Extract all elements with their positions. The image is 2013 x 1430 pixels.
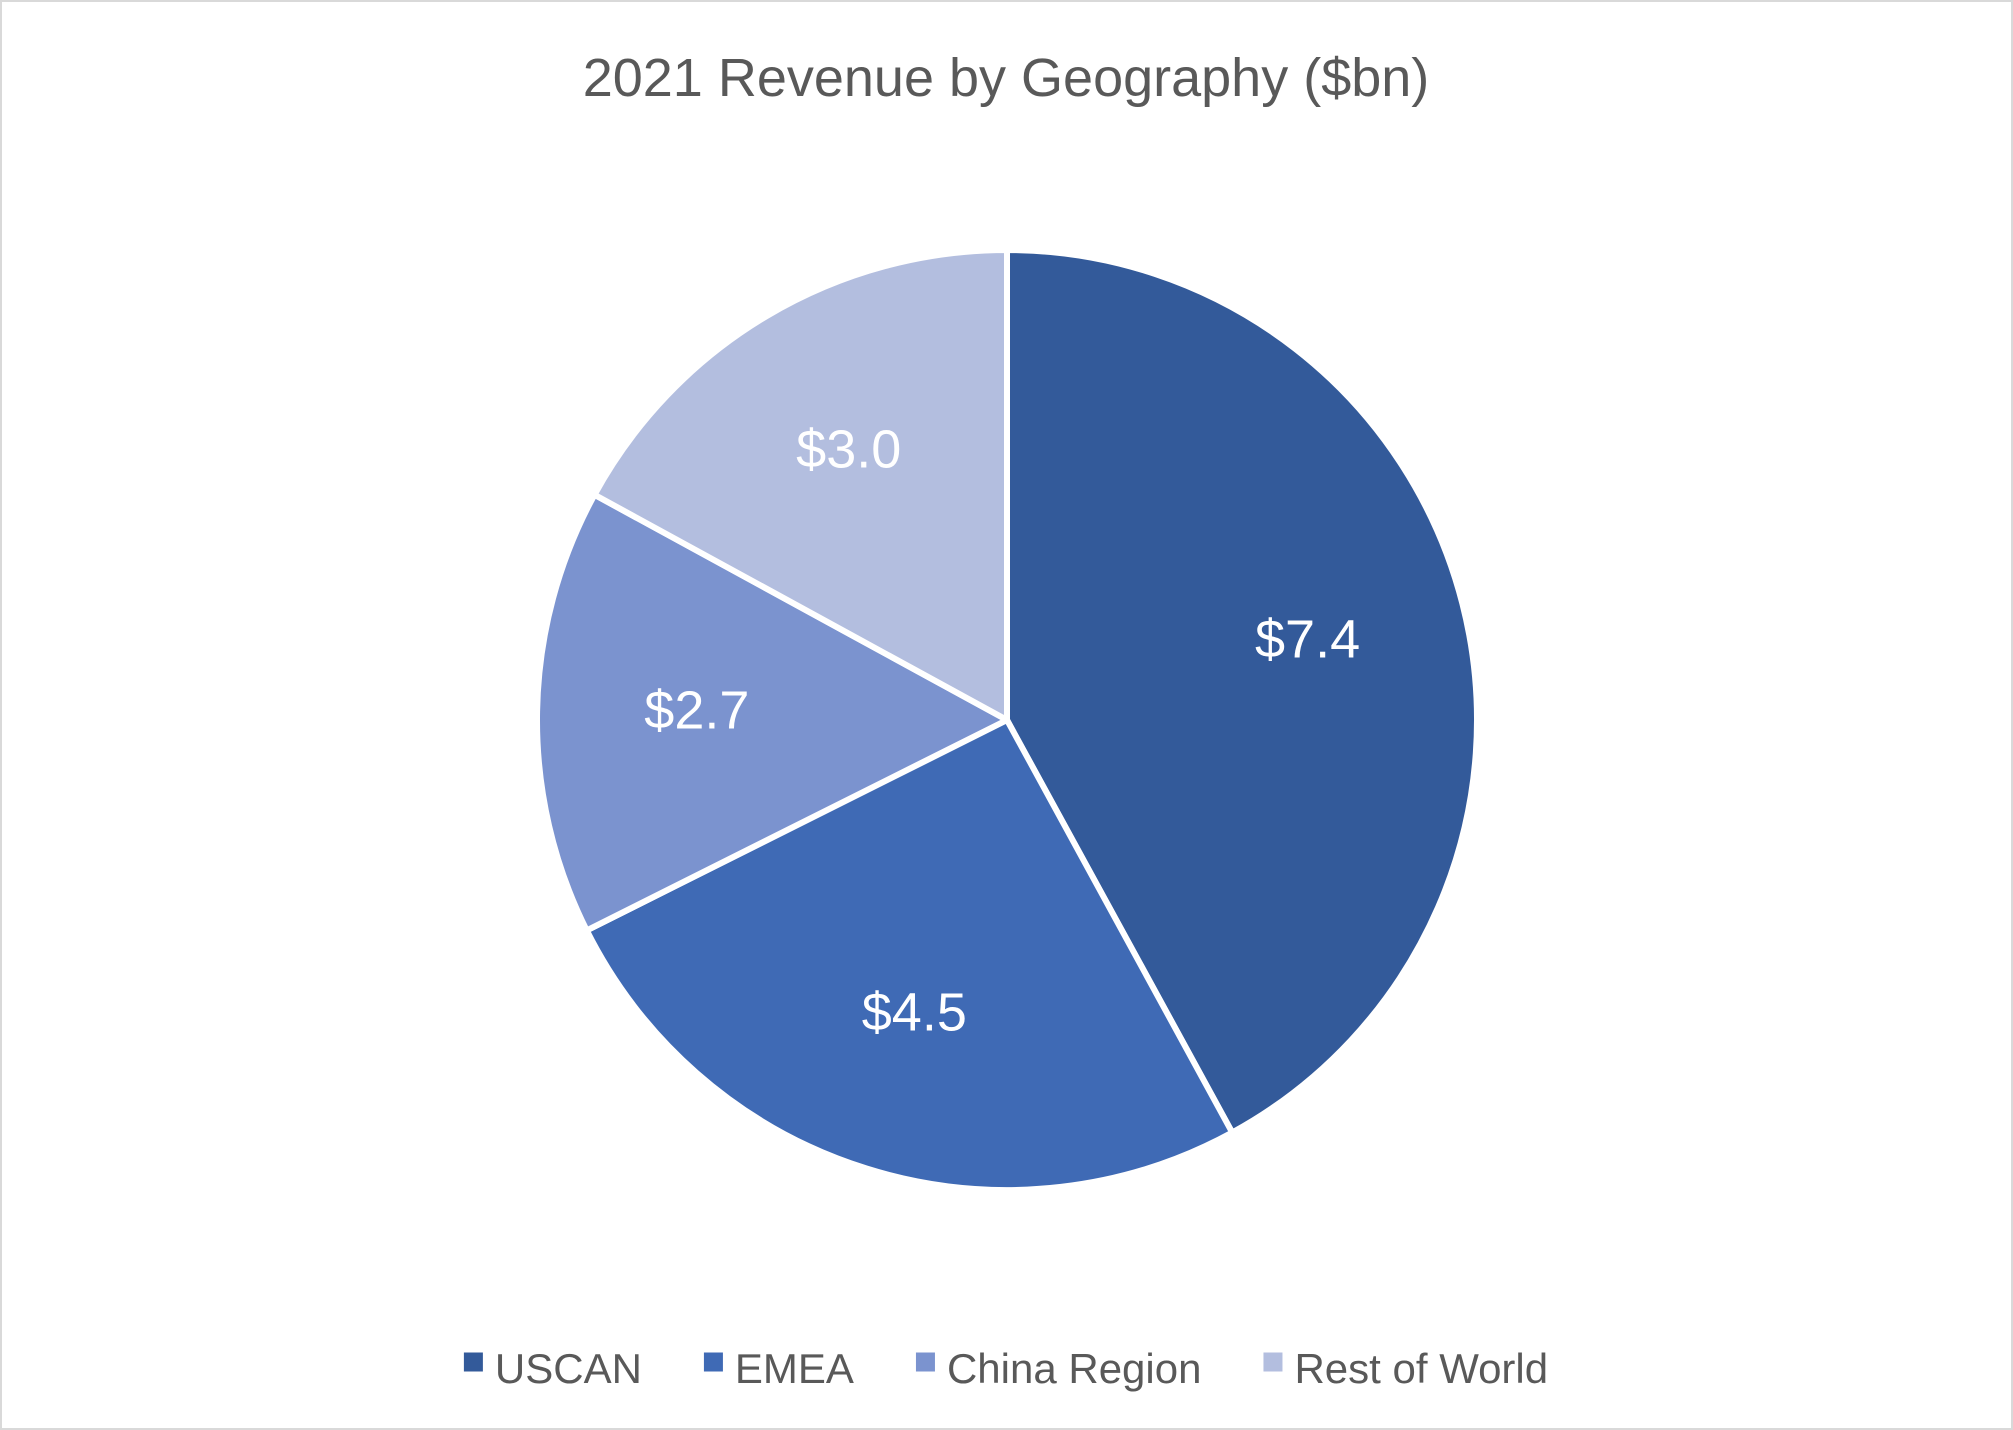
legend-label-rest-of-world: Rest of World — [1294, 1345, 1548, 1392]
legend-item-china-region[interactable]: China Region — [915, 1345, 1202, 1392]
legend-item-emea[interactable]: EMEA — [703, 1345, 854, 1392]
legend-swatch-rest-of-world — [1263, 1352, 1283, 1372]
legend-item-rest-of-world[interactable]: Rest of World — [1263, 1345, 1548, 1392]
pie-slice-china-region[interactable] — [534, 491, 1010, 934]
pie-slice-emea[interactable] — [583, 717, 1236, 1194]
legend-swatch-uscan — [463, 1352, 483, 1372]
data-label-china-region: $2.7 — [644, 681, 749, 741]
legend-swatch-china-region — [915, 1352, 935, 1372]
legend-label-china-region: China Region — [947, 1345, 1202, 1392]
data-labels: $7.4 $4.5 $2.7 $3.0 — [644, 419, 1360, 1042]
legend-item-uscan[interactable]: USCAN — [463, 1345, 642, 1392]
legend: USCAN EMEA China Region Rest of World — [463, 1345, 1548, 1392]
data-label-rest-of-world: $3.0 — [796, 419, 901, 479]
legend-swatch-emea — [703, 1352, 723, 1372]
chart-title: 2021 Revenue by Geography ($bn) — [583, 48, 1430, 108]
data-label-uscan: $7.4 — [1255, 610, 1360, 670]
pie-slice-rest-of-world[interactable] — [591, 247, 1010, 723]
legend-label-emea: EMEA — [735, 1345, 854, 1392]
legend-label-uscan: USCAN — [495, 1345, 642, 1392]
data-label-emea: $4.5 — [862, 982, 967, 1042]
pie-slice-uscan[interactable] — [1004, 247, 1481, 1136]
pie-slices — [534, 247, 1481, 1194]
